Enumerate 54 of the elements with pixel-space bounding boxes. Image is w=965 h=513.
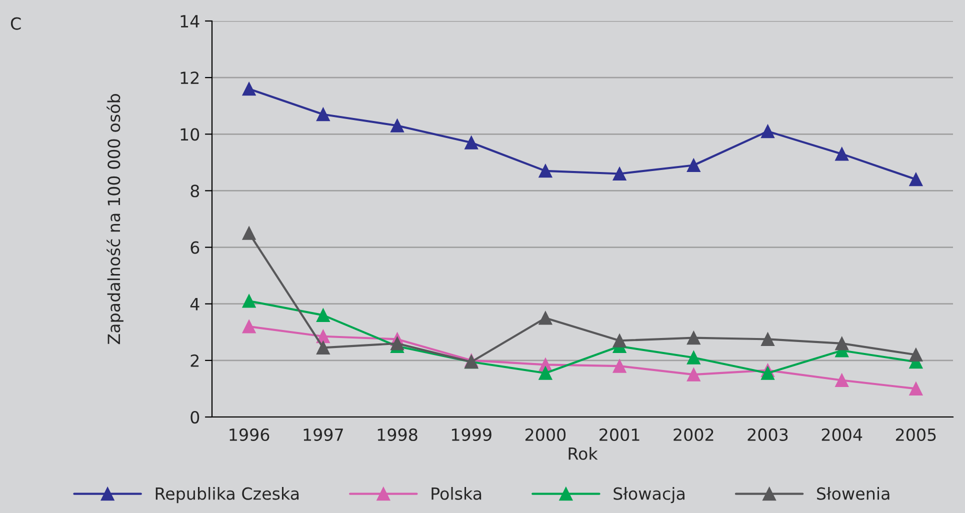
legend-label: Republika Czeska (156, 487, 299, 504)
y-tick-label: 14 (180, 15, 200, 28)
y-tick-label: 6 (190, 241, 200, 254)
x-tick-label: 1996 (230, 428, 270, 442)
x-tick-label: 2003 (748, 428, 788, 442)
x-tick-label: 2002 (674, 428, 714, 442)
point (835, 373, 849, 387)
point (464, 136, 478, 150)
point (760, 332, 775, 346)
point (538, 366, 552, 380)
legend-label: Słowenia (817, 487, 890, 500)
y-tick-label: 4 (190, 298, 200, 310)
point (686, 368, 700, 382)
point (242, 226, 256, 240)
point (390, 336, 404, 350)
point (612, 359, 626, 373)
x-tick-label: 2001 (600, 428, 640, 442)
y-tick-label: 0 (190, 410, 200, 424)
y-tick-label: 2 (190, 354, 199, 367)
point (760, 366, 775, 380)
point (760, 124, 775, 138)
point (242, 294, 256, 308)
point (686, 158, 700, 172)
legend-label: Polska (432, 487, 482, 500)
point (242, 320, 256, 334)
x-tick-label: 2004 (822, 428, 862, 442)
point (242, 82, 256, 96)
point (316, 308, 330, 322)
x-tick-label: 1998 (378, 428, 418, 442)
x-tick-label: 2005 (896, 428, 936, 442)
y-tick-label: 8 (190, 184, 200, 198)
x-tick-label: 2000 (525, 428, 566, 442)
point (316, 340, 330, 354)
point (316, 108, 330, 122)
point (390, 118, 404, 132)
point (612, 166, 626, 181)
point (835, 336, 849, 350)
text: C (10, 17, 21, 30)
point (909, 348, 923, 362)
point (909, 172, 923, 186)
x-axis-title: Rok (568, 447, 598, 460)
point (686, 350, 700, 364)
x-tick-label: 1997 (304, 428, 343, 442)
point (686, 331, 700, 345)
point (538, 164, 552, 178)
point (538, 311, 552, 325)
point (835, 147, 849, 161)
legend-label: Słowacja (614, 487, 684, 504)
point (909, 382, 923, 396)
y-axis-title: Zapadalność na 100 000 osób (106, 94, 124, 344)
y-tick-label: 12 (180, 72, 199, 84)
point (612, 334, 626, 348)
y-tick-label: 10 (180, 128, 200, 141)
x-tick-label: 1999 (452, 428, 492, 442)
